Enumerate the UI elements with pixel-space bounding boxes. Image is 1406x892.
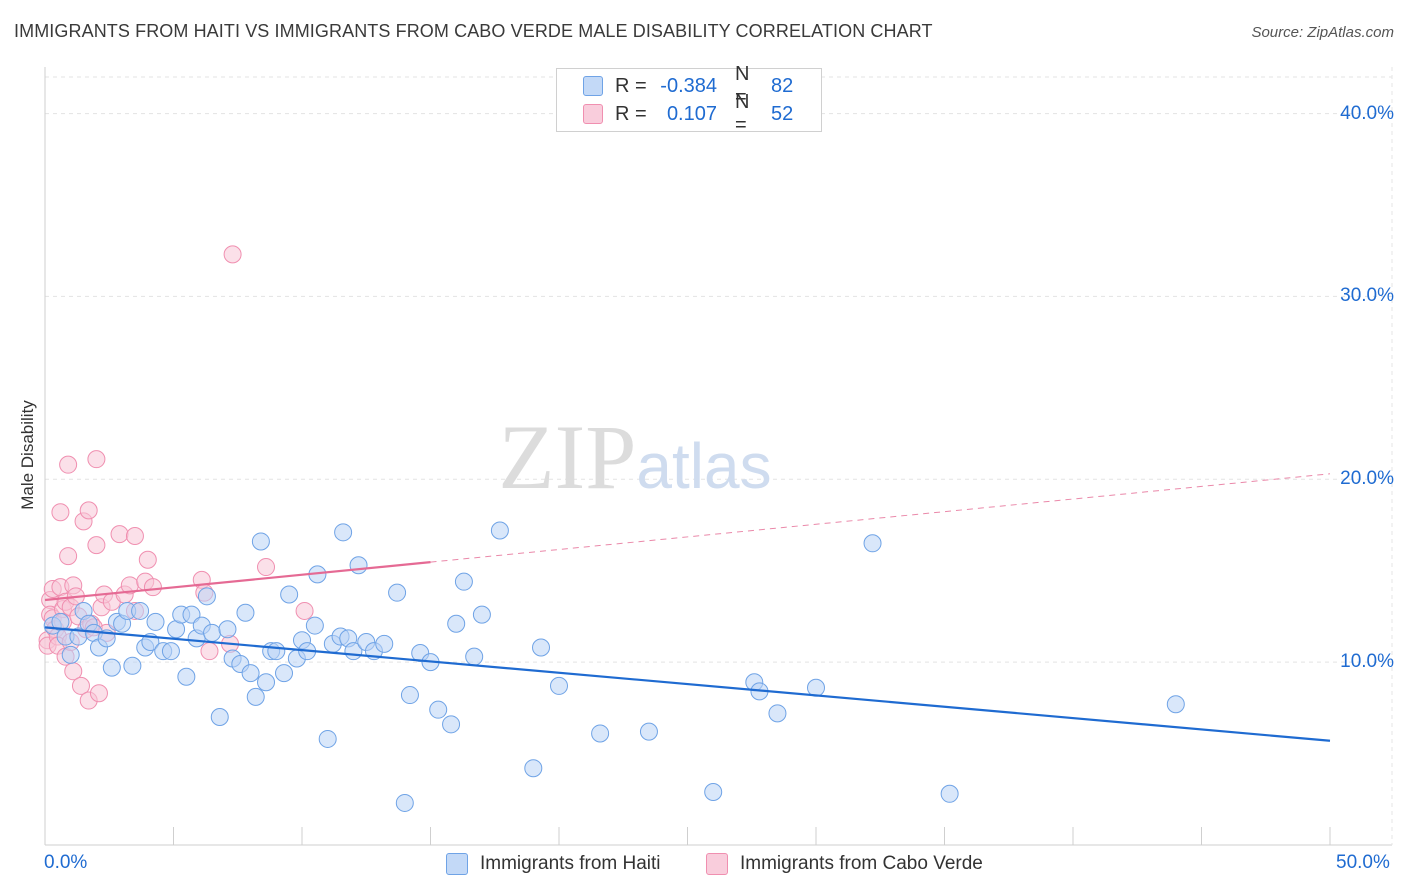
watermark-atlas: atlas xyxy=(636,430,771,502)
data-point xyxy=(429,700,448,719)
y-tick-label: 40.0% xyxy=(1340,102,1394,124)
watermark: ZIPatlas xyxy=(498,406,771,508)
data-point xyxy=(442,715,461,734)
n-value: 82 xyxy=(771,74,794,97)
r-value: 0.107 xyxy=(666,102,717,125)
data-point xyxy=(177,667,196,686)
data-point xyxy=(200,642,219,661)
data-point xyxy=(89,684,108,703)
data-point xyxy=(51,503,70,522)
watermark-zip: ZIP xyxy=(498,406,636,508)
chart-title: IMMIGRANTS FROM HAITI VS IMMIGRANTS FROM… xyxy=(14,21,933,41)
source-label: Source: ZipAtlas.com xyxy=(1251,24,1394,41)
data-point xyxy=(87,536,106,555)
x-tick-label-min: 0.0% xyxy=(44,852,88,873)
data-point xyxy=(182,605,201,624)
legend-swatch-cabo-verde xyxy=(706,853,728,875)
data-point xyxy=(110,525,129,544)
data-point xyxy=(275,664,294,683)
data-point xyxy=(472,605,491,624)
data-point xyxy=(257,673,276,692)
trend-line-cabo-verde-extrapolated xyxy=(430,473,1331,563)
data-point xyxy=(59,455,78,474)
data-point xyxy=(102,658,121,677)
data-point xyxy=(532,638,551,657)
data-point xyxy=(639,722,658,741)
bottom-legend-haiti: Immigrants from Haiti xyxy=(446,852,661,876)
data-point xyxy=(395,793,414,812)
data-point xyxy=(447,614,466,633)
data-point xyxy=(807,678,825,697)
data-point xyxy=(197,587,216,606)
gridlines xyxy=(45,76,1392,663)
data-point xyxy=(280,585,299,604)
data-point xyxy=(71,676,90,695)
legend-swatch-cabo-verde xyxy=(583,104,603,124)
y-tick-label: 30.0% xyxy=(1340,285,1394,307)
axes xyxy=(44,67,1393,846)
data-point xyxy=(251,532,270,551)
data-point xyxy=(61,645,80,664)
data-point xyxy=(257,558,276,577)
data-point xyxy=(241,664,260,683)
data-point xyxy=(223,245,242,264)
data-point xyxy=(334,523,353,542)
data-point xyxy=(400,686,419,705)
data-point xyxy=(79,501,98,520)
data-point xyxy=(143,578,162,597)
data-point xyxy=(1166,695,1185,714)
data-point xyxy=(203,623,222,642)
y-tick-label: 20.0% xyxy=(1340,468,1394,490)
r-label: R = xyxy=(615,74,647,97)
data-point xyxy=(131,601,150,620)
data-point xyxy=(454,572,473,591)
data-point xyxy=(704,782,723,801)
data-point xyxy=(123,656,142,675)
data-point xyxy=(940,784,959,803)
r-value: -0.384 xyxy=(660,74,717,97)
trend-line-cabo-verde xyxy=(44,561,431,602)
data-point xyxy=(465,647,484,666)
data-point xyxy=(161,642,180,661)
data-point xyxy=(210,708,229,726)
data-point xyxy=(59,547,78,566)
data-point xyxy=(490,521,509,540)
y-tick-label: 10.0% xyxy=(1340,651,1394,673)
legend-label-cabo-verde: Immigrants from Cabo Verde xyxy=(740,853,983,874)
data-point xyxy=(550,676,568,695)
data-point xyxy=(218,620,237,639)
data-point xyxy=(125,526,144,545)
series-haiti-points xyxy=(43,521,1185,812)
x-tick-label-max: 50.0% xyxy=(1336,852,1390,873)
data-point xyxy=(591,724,610,743)
data-point xyxy=(318,729,337,748)
data-point xyxy=(146,612,165,631)
stats-legend: R = -0.384 N = 82 R = 0.107 N = 52 xyxy=(556,63,822,136)
legend-swatch-haiti xyxy=(583,76,603,96)
data-point xyxy=(388,583,407,602)
data-point xyxy=(295,601,314,620)
data-point xyxy=(236,603,255,622)
bottom-legend-cabo-verde: Immigrants from Cabo Verde xyxy=(706,852,983,876)
data-point xyxy=(87,450,106,469)
n-label: N = xyxy=(735,91,750,136)
data-point xyxy=(246,687,265,706)
data-point xyxy=(267,642,286,661)
data-point xyxy=(375,634,394,653)
trend-lines xyxy=(44,473,1331,742)
trend-line-haiti xyxy=(44,626,1331,742)
data-point xyxy=(138,550,157,569)
data-point xyxy=(863,534,882,553)
data-point xyxy=(305,616,324,635)
n-value: 52 xyxy=(771,102,794,125)
data-point xyxy=(768,704,787,723)
n-label: N = xyxy=(735,63,750,108)
data-point xyxy=(349,556,368,575)
legend-label-haiti: Immigrants from Haiti xyxy=(480,853,661,874)
legend-swatch-haiti xyxy=(446,853,468,875)
data-point xyxy=(524,759,543,778)
r-label: R = xyxy=(615,102,647,125)
